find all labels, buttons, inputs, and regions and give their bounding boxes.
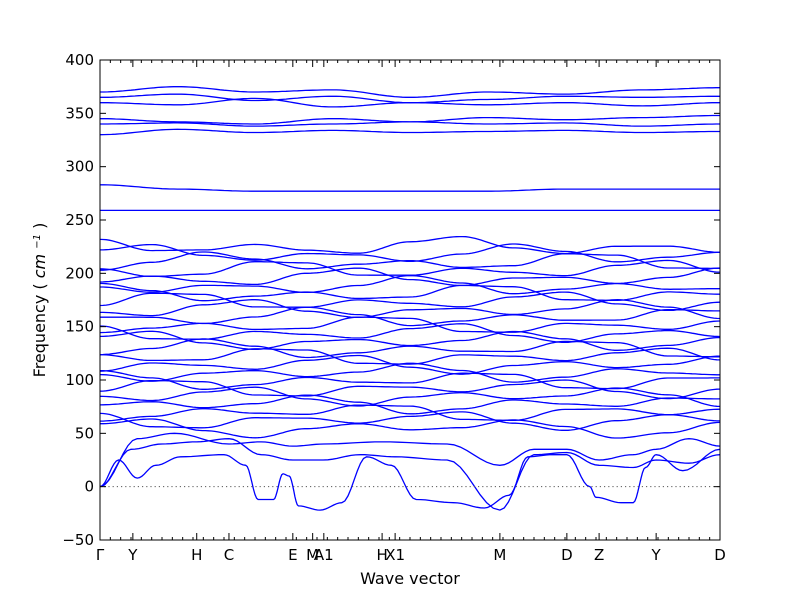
band-line [99, 282, 720, 302]
x-tick-label: Z [594, 546, 604, 564]
y-axis-label-unit-exp: −1 [32, 234, 43, 249]
x-tick-label: M [493, 546, 506, 564]
band-line [100, 299, 721, 320]
x-axis-label: Wave vector [360, 569, 460, 588]
x-tick-label: H [376, 546, 387, 564]
band-line [99, 259, 721, 278]
x-tick-label: A1 [314, 546, 334, 564]
band-line [100, 306, 720, 327]
band-line [100, 243, 721, 263]
y-tick-label: 200 [65, 264, 94, 282]
y-tick-label: 0 [84, 478, 94, 496]
x-tick-label: Γ [96, 546, 105, 564]
y-tick-label: −50 [62, 531, 94, 549]
y-tick-label: 150 [65, 318, 94, 336]
y-axis-label-paren-close: ) [30, 223, 49, 229]
x-tick-label: D [714, 546, 726, 564]
y-tick-label: 50 [75, 424, 94, 442]
y-axis-ticks: −50 0 50 100 150 200 250 300 350 400 [62, 51, 720, 549]
y-axis-label-paren-open: ( [30, 283, 49, 289]
band-line [100, 86, 720, 98]
band-line [99, 362, 720, 383]
x-tick-label: E [288, 546, 297, 564]
x-tick-label: M [306, 546, 319, 564]
y-tick-label: 300 [65, 158, 94, 176]
band-line [100, 347, 721, 365]
y-axis-label-unit: cm [30, 254, 49, 278]
band-line [99, 128, 720, 136]
plot-frame [99, 59, 721, 541]
band-line [99, 354, 721, 375]
band-line [99, 411, 720, 431]
y-axis-label: Frequency ( cm −1 ) [30, 223, 49, 378]
band-line [99, 379, 721, 400]
band-line [99, 369, 720, 390]
band-line [99, 291, 721, 312]
band-line [100, 97, 720, 108]
x-tick-label: Y [127, 546, 138, 564]
band-line [100, 274, 720, 295]
band-line [99, 267, 721, 287]
band-line [99, 323, 721, 343]
x-tick-label: Y [651, 546, 662, 564]
x-tick-label: X1 [385, 546, 405, 564]
y-tick-label: 400 [65, 51, 94, 69]
y-tick-label: 350 [65, 104, 94, 122]
band-line [100, 330, 720, 351]
x-axis-ticks: Γ Y H C E MA1 HX1 M D Z Y D [96, 60, 726, 564]
band-line [100, 184, 720, 192]
band-line [100, 404, 721, 422]
band-line [100, 418, 721, 439]
x-tick-label: C [224, 546, 234, 564]
x-tick-label: D [561, 546, 573, 564]
band-line [99, 394, 720, 415]
y-tick-label: 250 [65, 211, 94, 229]
band-line [99, 235, 720, 255]
x-tick-label: H [191, 546, 202, 564]
y-axis-label-text: Frequency [30, 295, 49, 378]
band-line [100, 93, 720, 104]
acoustic-branch-line [99, 432, 721, 488]
band-line [100, 121, 720, 127]
acoustic-branch-line [99, 448, 721, 511]
band-line [99, 386, 721, 408]
bands-layer [99, 86, 721, 511]
y-tick-label: 100 [65, 371, 94, 389]
acoustic-branch-line [99, 438, 721, 511]
